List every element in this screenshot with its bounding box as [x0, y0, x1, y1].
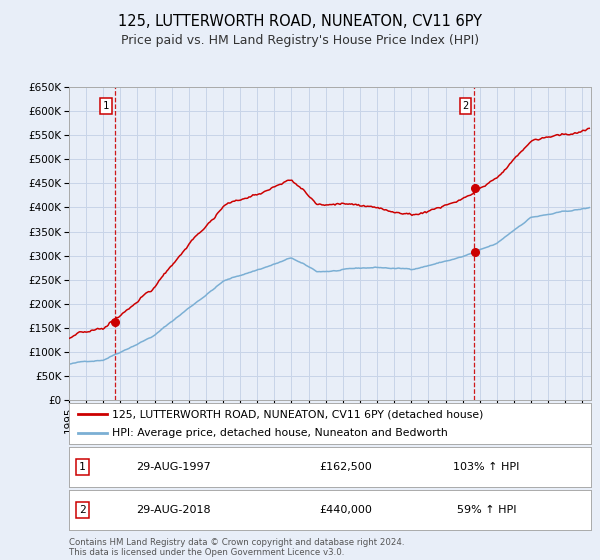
Text: 59% ↑ HPI: 59% ↑ HPI — [457, 505, 517, 515]
Text: Contains HM Land Registry data © Crown copyright and database right 2024.
This d: Contains HM Land Registry data © Crown c… — [69, 538, 404, 557]
Text: HPI: Average price, detached house, Nuneaton and Bedworth: HPI: Average price, detached house, Nune… — [112, 428, 448, 438]
Text: 103% ↑ HPI: 103% ↑ HPI — [454, 462, 520, 472]
Text: 2: 2 — [79, 505, 85, 515]
Text: 1: 1 — [79, 462, 85, 472]
Text: 1: 1 — [103, 101, 109, 111]
Text: 29-AUG-2018: 29-AUG-2018 — [136, 505, 211, 515]
Text: 2: 2 — [462, 101, 469, 111]
Text: £162,500: £162,500 — [319, 462, 372, 472]
Text: £440,000: £440,000 — [319, 505, 372, 515]
Text: Price paid vs. HM Land Registry's House Price Index (HPI): Price paid vs. HM Land Registry's House … — [121, 34, 479, 46]
Text: 125, LUTTERWORTH ROAD, NUNEATON, CV11 6PY (detached house): 125, LUTTERWORTH ROAD, NUNEATON, CV11 6P… — [112, 409, 483, 419]
Text: 29-AUG-1997: 29-AUG-1997 — [136, 462, 211, 472]
Text: 125, LUTTERWORTH ROAD, NUNEATON, CV11 6PY: 125, LUTTERWORTH ROAD, NUNEATON, CV11 6P… — [118, 14, 482, 29]
